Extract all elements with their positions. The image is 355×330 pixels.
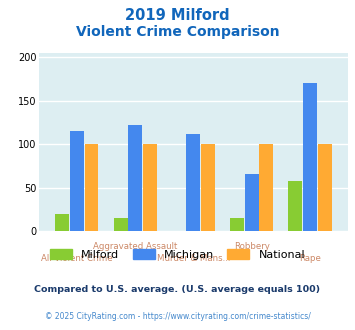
Bar — [230, 218, 244, 231]
Bar — [259, 144, 273, 231]
Text: Murder & Mans...: Murder & Mans... — [157, 253, 230, 263]
Text: Robbery: Robbery — [234, 242, 270, 251]
Bar — [303, 83, 317, 231]
Text: 2019 Milford: 2019 Milford — [125, 8, 230, 23]
Bar — [318, 144, 332, 231]
Bar — [84, 144, 98, 231]
Text: Violent Crime Comparison: Violent Crime Comparison — [76, 25, 279, 39]
Bar — [143, 144, 157, 231]
Bar — [201, 144, 215, 231]
Bar — [128, 125, 142, 231]
Legend: Milford, Michigan, National: Milford, Michigan, National — [50, 249, 305, 260]
Bar — [55, 214, 69, 231]
Bar — [70, 131, 84, 231]
Text: © 2025 CityRating.com - https://www.cityrating.com/crime-statistics/: © 2025 CityRating.com - https://www.city… — [45, 312, 310, 321]
Text: Rape: Rape — [299, 253, 321, 263]
Text: Compared to U.S. average. (U.S. average equals 100): Compared to U.S. average. (U.S. average … — [34, 285, 321, 294]
Text: Aggravated Assault: Aggravated Assault — [93, 242, 178, 251]
Bar — [245, 174, 259, 231]
Bar — [114, 218, 128, 231]
Text: All Violent Crime: All Violent Crime — [41, 253, 113, 263]
Bar — [186, 134, 201, 231]
Bar — [289, 182, 302, 231]
